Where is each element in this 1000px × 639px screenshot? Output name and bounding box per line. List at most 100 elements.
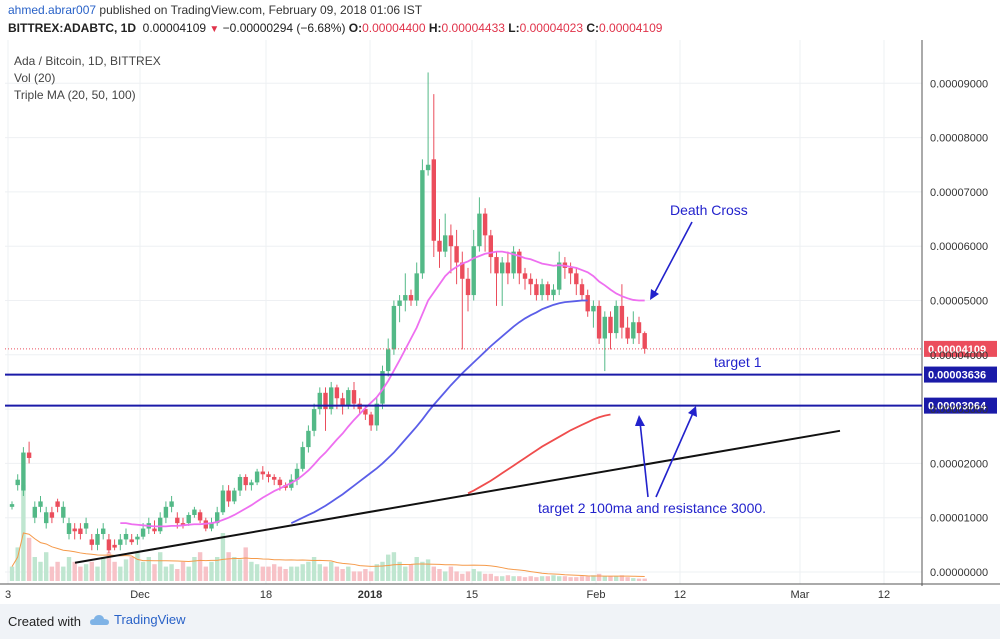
volume-bar bbox=[38, 561, 43, 581]
volume-bar bbox=[568, 577, 573, 581]
candle-body bbox=[9, 504, 15, 507]
volume-bar bbox=[329, 561, 334, 581]
candle-body bbox=[21, 452, 26, 491]
candle-body bbox=[500, 262, 505, 274]
target-1-annotation: target 1 bbox=[714, 354, 762, 370]
volume-bar bbox=[608, 576, 613, 581]
candle-body bbox=[619, 305, 625, 328]
volume-bar bbox=[32, 557, 37, 581]
volume-bar bbox=[397, 561, 402, 581]
volume-bar bbox=[72, 561, 77, 581]
volume-bar bbox=[488, 573, 493, 581]
candle-body bbox=[397, 300, 402, 306]
volume-bar bbox=[334, 566, 340, 581]
author-link[interactable]: ahmed.abrar007 bbox=[8, 3, 97, 17]
volume-bar bbox=[106, 552, 112, 581]
volume-bar bbox=[522, 577, 528, 581]
candle-body bbox=[625, 327, 630, 339]
volume-bar bbox=[579, 576, 585, 581]
candle-body bbox=[243, 476, 248, 486]
volume-bar bbox=[454, 571, 459, 581]
volume-bar bbox=[95, 566, 100, 581]
candle-body bbox=[329, 387, 334, 410]
high-value: 0.00004433 bbox=[441, 21, 505, 35]
volume-bar bbox=[602, 576, 607, 581]
candle-body bbox=[386, 349, 391, 372]
candle-body bbox=[579, 284, 585, 296]
created-with-text: Created with bbox=[8, 614, 81, 629]
level-price-tag bbox=[924, 397, 997, 414]
volume-bar bbox=[186, 566, 191, 581]
candle-body bbox=[511, 251, 516, 274]
volume-bar bbox=[431, 566, 436, 581]
candle-body bbox=[260, 471, 265, 475]
volume-bar bbox=[152, 564, 157, 581]
y-tick-label: 0.00004000 bbox=[930, 350, 988, 362]
candle-body bbox=[591, 305, 596, 312]
candle-body bbox=[557, 262, 562, 290]
x-tick-label: 18 bbox=[260, 589, 272, 600]
candle-body bbox=[448, 235, 454, 247]
volume-bar bbox=[26, 537, 32, 581]
y-tick-label: 0.00008000 bbox=[930, 133, 988, 145]
candle-body bbox=[391, 305, 397, 350]
candle-body bbox=[374, 403, 379, 426]
volume-bar bbox=[642, 578, 647, 581]
candle-body bbox=[95, 533, 100, 545]
close-label: C: bbox=[586, 21, 600, 35]
candle-body bbox=[118, 539, 123, 545]
volume-bar bbox=[460, 573, 465, 581]
volume-bar bbox=[511, 576, 516, 581]
volume-bar bbox=[386, 554, 391, 581]
chart-area[interactable]: 0.00003636 0.00003064 0.00004109 0.00000000… bbox=[0, 40, 1000, 601]
volume-bar bbox=[591, 575, 596, 581]
volume-bar bbox=[146, 557, 151, 581]
candle-body bbox=[311, 409, 317, 431]
candle-body bbox=[186, 514, 191, 524]
volume-bar bbox=[135, 552, 140, 581]
candle-body bbox=[226, 490, 231, 502]
death-cross-arrow bbox=[653, 221, 693, 295]
candle-body bbox=[323, 392, 328, 410]
volume-bar bbox=[300, 564, 305, 581]
candle-body bbox=[215, 512, 220, 524]
volume-bar bbox=[403, 566, 408, 581]
candle-body bbox=[574, 273, 579, 285]
volume-bar bbox=[66, 557, 72, 581]
volume-bar bbox=[15, 547, 20, 581]
candle-body bbox=[163, 506, 169, 518]
high-label: H: bbox=[428, 21, 442, 35]
y-tick-label: 0.00009000 bbox=[930, 78, 988, 90]
tradingview-brand[interactable]: TradingView bbox=[90, 612, 186, 627]
candle-body bbox=[614, 305, 619, 334]
candle-body bbox=[636, 322, 642, 334]
volume-bar bbox=[49, 566, 55, 581]
volume-bar bbox=[545, 576, 550, 581]
low-label: L: bbox=[508, 21, 520, 35]
candle-body bbox=[158, 517, 163, 532]
candle-body bbox=[351, 390, 357, 404]
volume-bar bbox=[197, 552, 203, 581]
volume-bar bbox=[226, 552, 231, 581]
volume-bar bbox=[420, 561, 425, 581]
candle-body bbox=[631, 322, 636, 339]
volume-bar bbox=[357, 571, 362, 581]
volume-bar bbox=[528, 576, 533, 581]
candle-body bbox=[346, 390, 351, 407]
price-chart[interactable]: 0.00003636 0.00003064 0.00004109 0.00000000… bbox=[0, 40, 1000, 601]
volume-bar bbox=[209, 561, 214, 581]
low-value: 0.00004023 bbox=[519, 21, 584, 35]
volume-bar bbox=[118, 566, 123, 581]
volume-bar bbox=[494, 576, 499, 581]
symbol-line: BITTREX:ADABTC, 1D 0.00004109 ▼ −0.00000… bbox=[8, 21, 662, 35]
volume-bar bbox=[101, 557, 106, 581]
target-2-arrowhead-b bbox=[688, 406, 697, 417]
volume-bar bbox=[368, 571, 374, 581]
volume-bar bbox=[254, 564, 260, 581]
x-tick-label: 2018 bbox=[358, 589, 382, 600]
y-tick-label: 0.00007000 bbox=[930, 187, 988, 199]
candle-body bbox=[169, 501, 174, 507]
volume-bar bbox=[631, 578, 636, 581]
candle-body bbox=[494, 257, 499, 274]
y-tick-label: 0.00006000 bbox=[930, 241, 988, 253]
